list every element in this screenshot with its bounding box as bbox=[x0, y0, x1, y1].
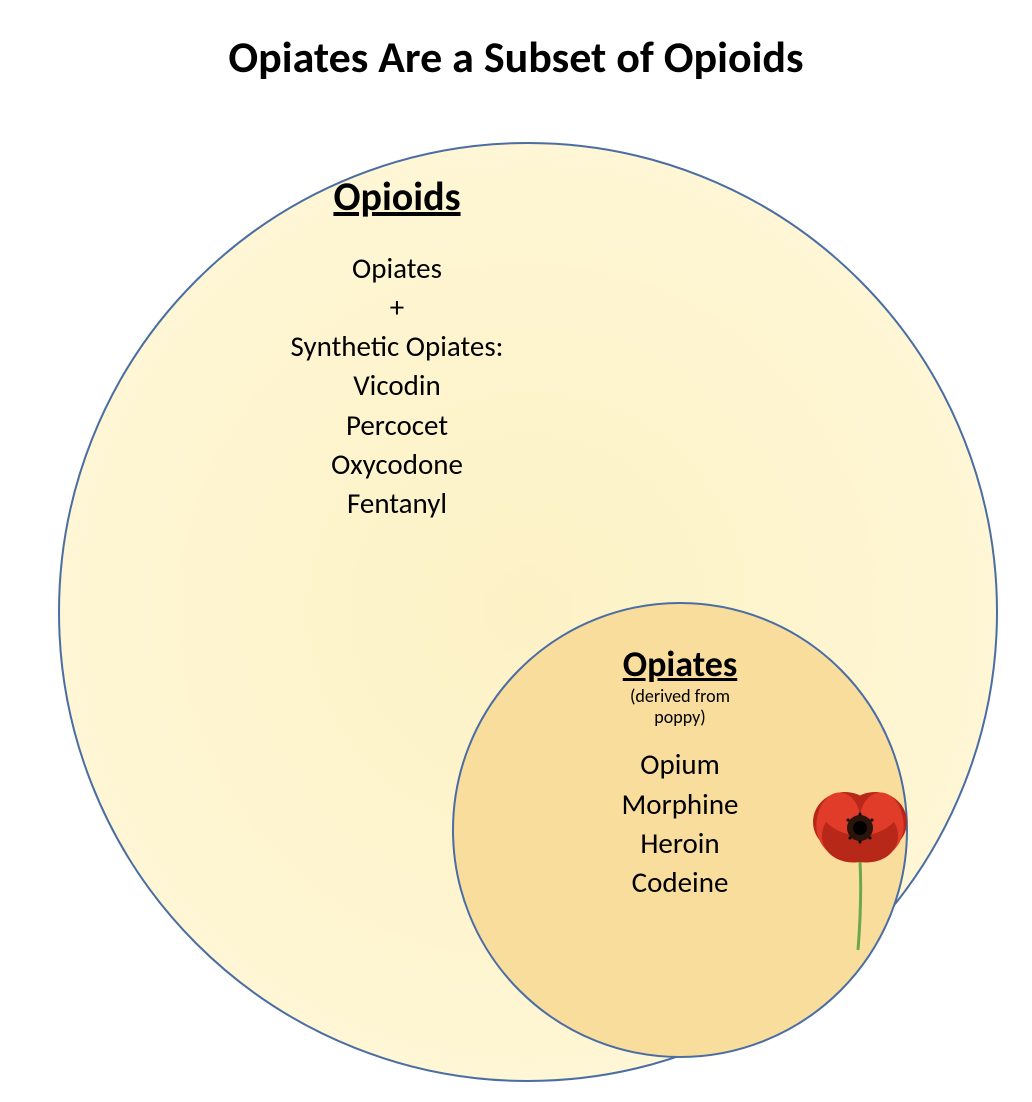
outer-description-line: Vicodin bbox=[227, 366, 567, 405]
outer-circle-description: Opiates+Synthetic Opiates:VicodinPercoce… bbox=[227, 249, 567, 523]
inner-circle-subtitle: (derived frompoppy) bbox=[454, 686, 906, 727]
outer-description-line: + bbox=[227, 288, 567, 327]
outer-circle-content: Opioids Opiates+Synthetic Opiates:Vicodi… bbox=[227, 172, 567, 523]
poppy-flower-icon bbox=[800, 770, 920, 950]
inner-subtitle-line: poppy) bbox=[454, 707, 906, 728]
inner-circle-label: Opiates bbox=[454, 642, 906, 686]
outer-description-line: Oxycodone bbox=[227, 445, 567, 484]
outer-description-line: Opiates bbox=[227, 249, 567, 288]
diagram-title: Opiates Are a Subset of Opioids bbox=[0, 30, 1032, 84]
outer-description-line: Fentanyl bbox=[227, 484, 567, 523]
outer-circle-label: Opioids bbox=[227, 172, 567, 221]
outer-description-line: Percocet bbox=[227, 406, 567, 445]
outer-description-line: Synthetic Opiates: bbox=[227, 327, 567, 366]
inner-subtitle-line: (derived from bbox=[454, 686, 906, 707]
